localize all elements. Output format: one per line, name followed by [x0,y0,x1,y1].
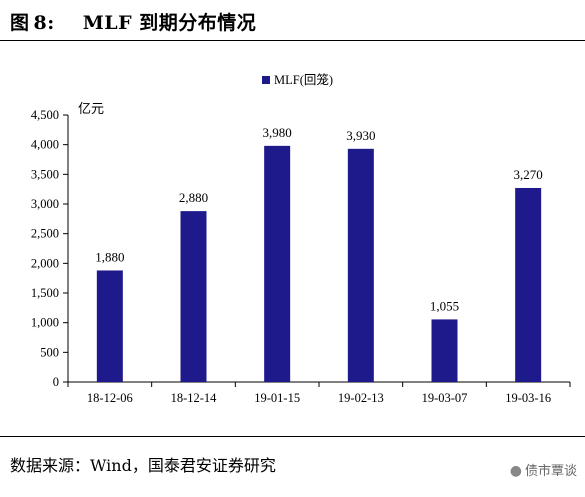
watermark: ● 债市覃谈 [510,460,577,479]
x-tick-label: 19-03-07 [422,391,468,405]
x-tick-label: 19-02-13 [338,391,384,405]
y-tick-label: 4,000 [31,138,59,152]
bar [264,145,291,382]
data-label: 3,930 [346,128,375,143]
figure-title-text: MLF 到期分布情况 [82,12,257,34]
chart-bars [96,145,542,382]
y-tick-label: 500 [40,345,59,359]
bar [96,270,123,382]
figure-number: 8: [33,12,55,34]
bar-chart: 0 500 1,000 1,500 2,000 2,500 3,000 3,500 4,000 4… [31,72,571,405]
bar [431,319,458,382]
chart-legend: MLF(回笼) [262,72,333,87]
bar [515,187,542,382]
y-tick-label: 1,500 [31,286,59,300]
x-tick-label: 19-03-16 [505,391,551,405]
legend-swatch [262,76,270,84]
bar [347,148,374,382]
chart-labels: 1,880 2,880 3,980 3,930 1,055 3,270 [95,125,543,314]
y-tick-label: 0 [53,375,59,389]
x-tick-label: 19-01-15 [254,391,300,405]
figure-label: 图 [10,12,30,34]
x-tick-label: 18-12-06 [87,391,133,405]
bar [180,211,207,382]
y-tick-label: 2,000 [31,256,59,270]
figure-title: 图 8: MLF 到期分布情况 [10,8,256,35]
x-tick-label: 18-12-14 [171,391,218,405]
y-unit-label: 亿元 [78,102,104,117]
y-tick-label: 3,000 [31,197,59,211]
data-label: 1,880 [95,249,124,264]
y-tick-label: 4,500 [31,108,59,122]
data-label: 3,980 [263,125,292,140]
y-tick-label: 2,500 [31,227,59,241]
legend-label: MLF(回笼) [274,72,333,87]
wechat-icon: ● [509,463,522,479]
data-label: 2,880 [179,190,208,205]
watermark-text: 债市覃谈 [524,464,577,479]
y-tick-label: 3,500 [31,167,59,181]
data-label: 3,270 [514,167,543,182]
title-divider [0,40,585,41]
source-note: 数据来源：Wind，国泰君安证券研究 [10,456,276,475]
y-tick-label: 1,000 [31,316,59,330]
chart-axes: 0 500 1,000 1,500 2,000 2,500 3,000 3,500 4,000 4… [31,102,571,405]
data-label: 1,055 [430,298,459,313]
source-divider [0,436,585,437]
